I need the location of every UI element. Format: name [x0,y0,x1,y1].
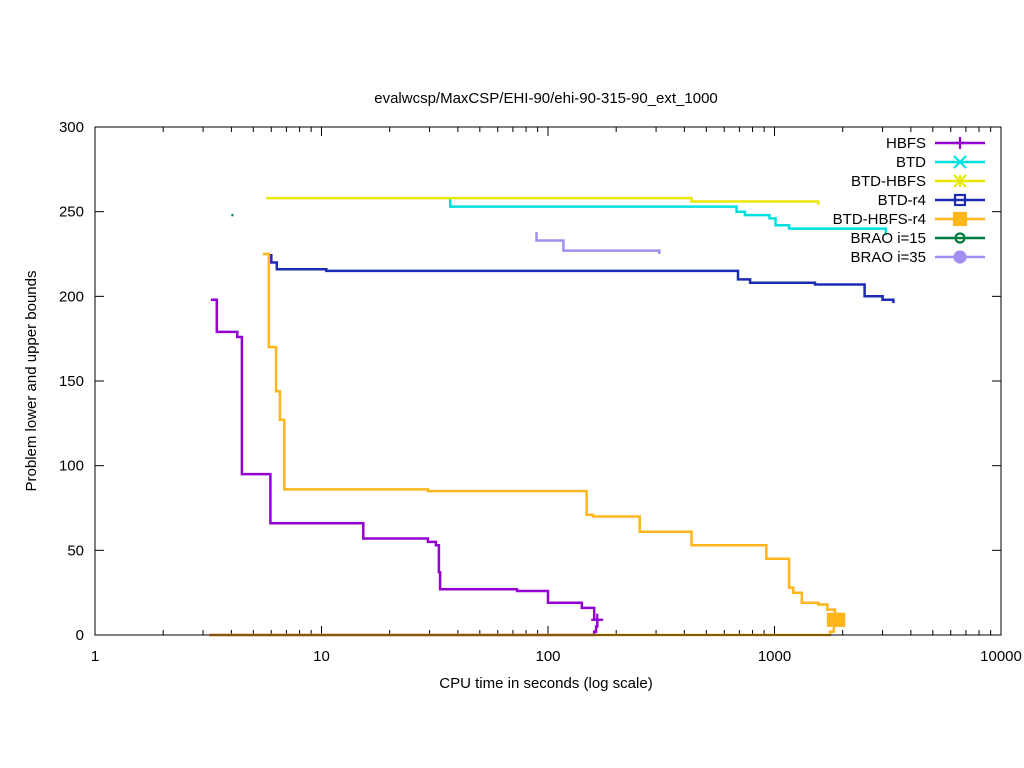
y-tick-label: 100 [59,458,84,475]
legend-marker [954,232,966,244]
legend-label: BTD-HBFS [851,173,926,190]
legend-marker [953,174,967,188]
legend-label: BTD-r4 [878,192,926,209]
y-tick-label: 250 [59,204,84,221]
series-point [591,613,604,626]
chart-title: evalwcsp/MaxCSP/EHI-90/ehi-90-315-90_ext… [374,90,718,107]
series-btd [448,198,888,236]
x-tick-label: 1 [91,648,99,665]
x-tick-label: 100 [535,648,560,665]
y-tick-label: 300 [59,119,84,136]
plot-frame [94,126,1002,636]
series-line-upper [262,252,839,620]
legend-label: HBFS [886,135,926,152]
legend-marker [953,250,967,264]
series-point [831,612,846,627]
legend-marker [954,137,966,149]
legend-label: BTD-HBFS-r4 [833,211,926,228]
y-tick-label: 150 [59,373,84,390]
legend-label: BRAO i=15 [851,230,926,247]
y-axis-label: Problem lower and upper bounds [23,271,40,492]
legend-label: BRAO i=35 [851,249,926,266]
x-tick-label: 1000 [758,648,791,665]
legend-marker [953,155,967,169]
y-tick-label: 0 [76,627,84,644]
series-line-upper [210,298,598,622]
x-tick-label: 10 [313,648,330,665]
y-tick-label: 200 [59,288,84,305]
series-btd-r4 [270,254,895,304]
series-btd-hbfs-r4 [209,252,846,637]
legend-marker [952,211,968,227]
series-line-upper [448,198,888,236]
series-line-upper [270,254,895,304]
tick-group: 0 50 100 150 200 250 300 1 10 100 1000 10000 [59,119,1022,665]
series-line-upper [266,196,820,205]
series-btd-hbfs [266,196,820,205]
legend-label: BTD [896,154,926,171]
series-line-upper [535,232,661,254]
x-tick-label: 10000 [980,648,1022,665]
y-tick-label: 50 [67,542,84,559]
series-brao-i-35 [535,232,661,254]
legend: HBFS BTD BTD-HBFS BTD-r4 BTD-HBFS-r4 BRAO i=1… [833,135,985,266]
x-axis-label: CPU time in seconds (log scale) [439,675,652,692]
series-group [209,196,895,637]
legend-marker [953,193,967,207]
